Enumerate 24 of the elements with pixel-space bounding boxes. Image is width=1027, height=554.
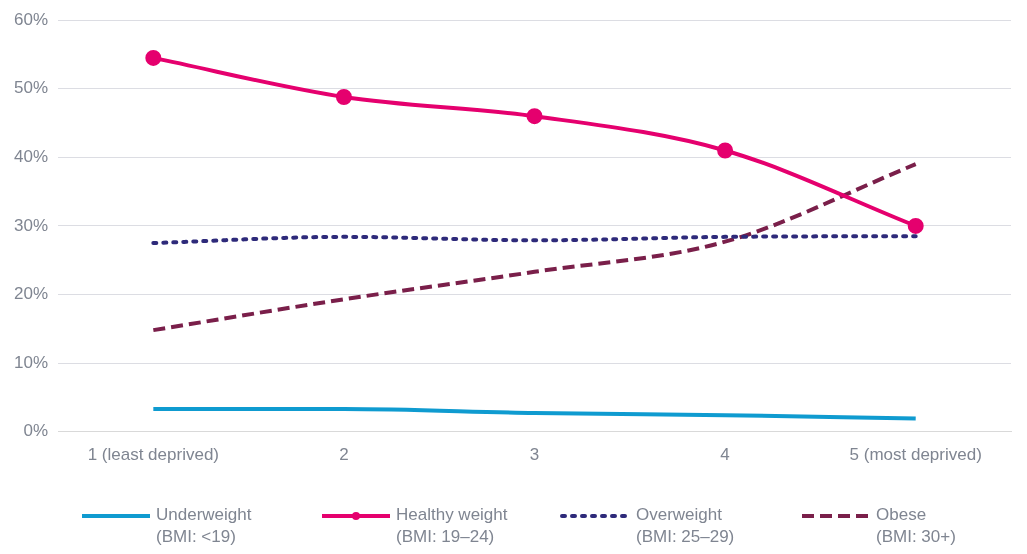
legend-label: Underweight (BMI: <19): [156, 504, 252, 548]
y-tick-label: 10%: [13, 352, 49, 372]
point: [526, 108, 543, 125]
y-tick-label: 20%: [13, 284, 49, 304]
legend-label: Obese (BMI: 30+): [876, 504, 956, 548]
y-tick-label: 40%: [13, 147, 49, 167]
y-tick-label: 30%: [13, 215, 49, 235]
x-tick-label: 3: [529, 445, 540, 465]
line-series: [151, 234, 918, 246]
x-tick-label: 1 (least deprived): [87, 445, 219, 465]
y-tick-label: 50%: [13, 78, 49, 98]
x-tick-label: 5 (most deprived): [849, 445, 982, 465]
y-tick-label: 60%: [13, 9, 49, 29]
legend-label: Healthy weight (BMI: 19–24): [396, 504, 508, 548]
line-series: [151, 162, 918, 333]
point: [335, 89, 352, 105]
x-tick-label: 4: [720, 445, 730, 465]
point: [717, 142, 734, 159]
y-tick-label: 0%: [23, 421, 49, 441]
point: [145, 49, 162, 66]
line-series: [151, 406, 918, 421]
point: [907, 217, 924, 234]
x-tick-label: 2: [339, 445, 349, 465]
legend-label: Overweight (BMI: 25–29): [636, 504, 735, 548]
